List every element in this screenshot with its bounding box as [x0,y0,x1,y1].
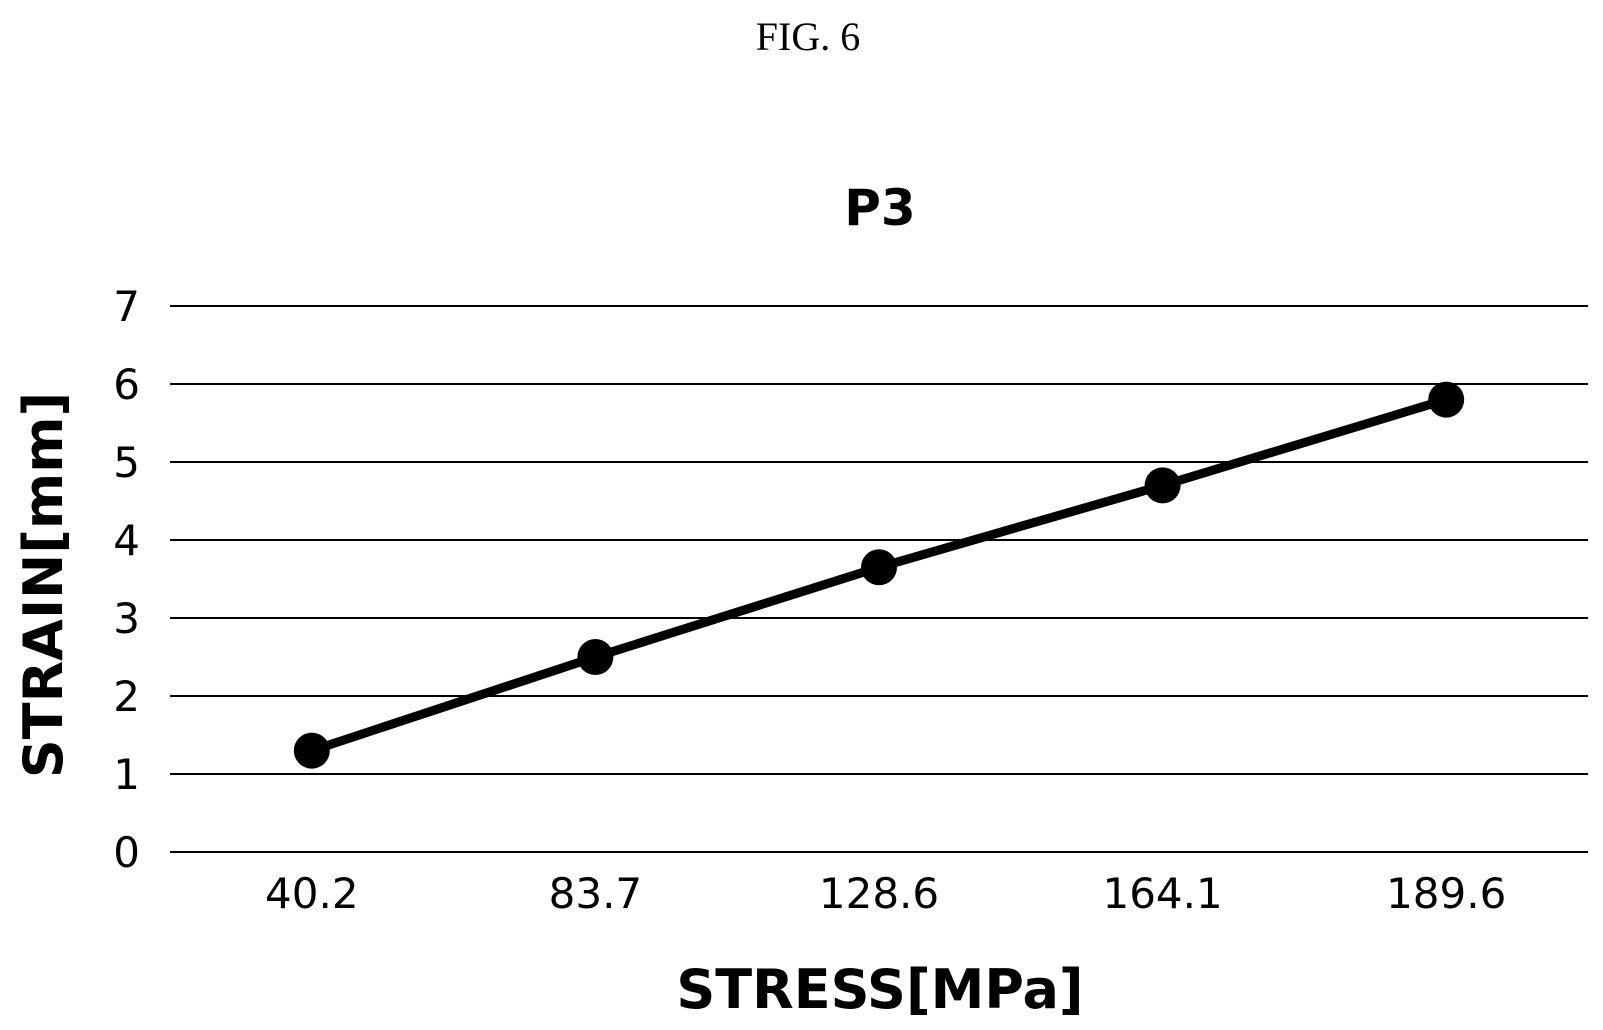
y-tick-label-1: 1 [113,750,140,799]
gridlines [170,305,1588,853]
figure-label: FIG. 6 [756,14,860,59]
y-tick-label-7: 7 [113,282,140,331]
x-tick-label-3: 164.1 [1102,869,1222,918]
x-tick-label-1: 83.7 [549,869,643,918]
y-axis-ticks: 0 1 2 3 4 5 6 7 [113,282,140,877]
x-axis-ticks: 40.2 83.7 128.6 164.1 189.6 [265,869,1506,918]
data-point-0 [293,732,330,769]
data-point-3 [1144,467,1181,504]
x-tick-label-0: 40.2 [265,869,359,918]
series-group [293,381,1465,769]
data-point-2 [861,549,897,586]
y-tick-label-5: 5 [113,438,140,487]
y-tick-label-0: 0 [113,828,140,877]
chart-title: P3 [844,179,915,237]
y-tick-label-2: 2 [113,672,140,721]
data-point-4 [1428,381,1465,418]
x-axis-title: STRESS[MPa] [676,958,1083,1021]
x-tick-label-4: 189.6 [1386,869,1506,918]
line-chart: P3 0 1 2 3 4 5 6 7 40.2 83.7 128.6 164.1 189.6 STRE… [12,179,1588,1021]
y-tick-label-3: 3 [113,594,140,643]
y-tick-label-6: 6 [113,360,140,409]
x-tick-label-2: 128.6 [819,869,939,918]
y-tick-label-4: 4 [113,516,140,565]
y-axis-title: STRAIN[mm] [12,392,75,778]
data-point-1 [577,639,614,675]
